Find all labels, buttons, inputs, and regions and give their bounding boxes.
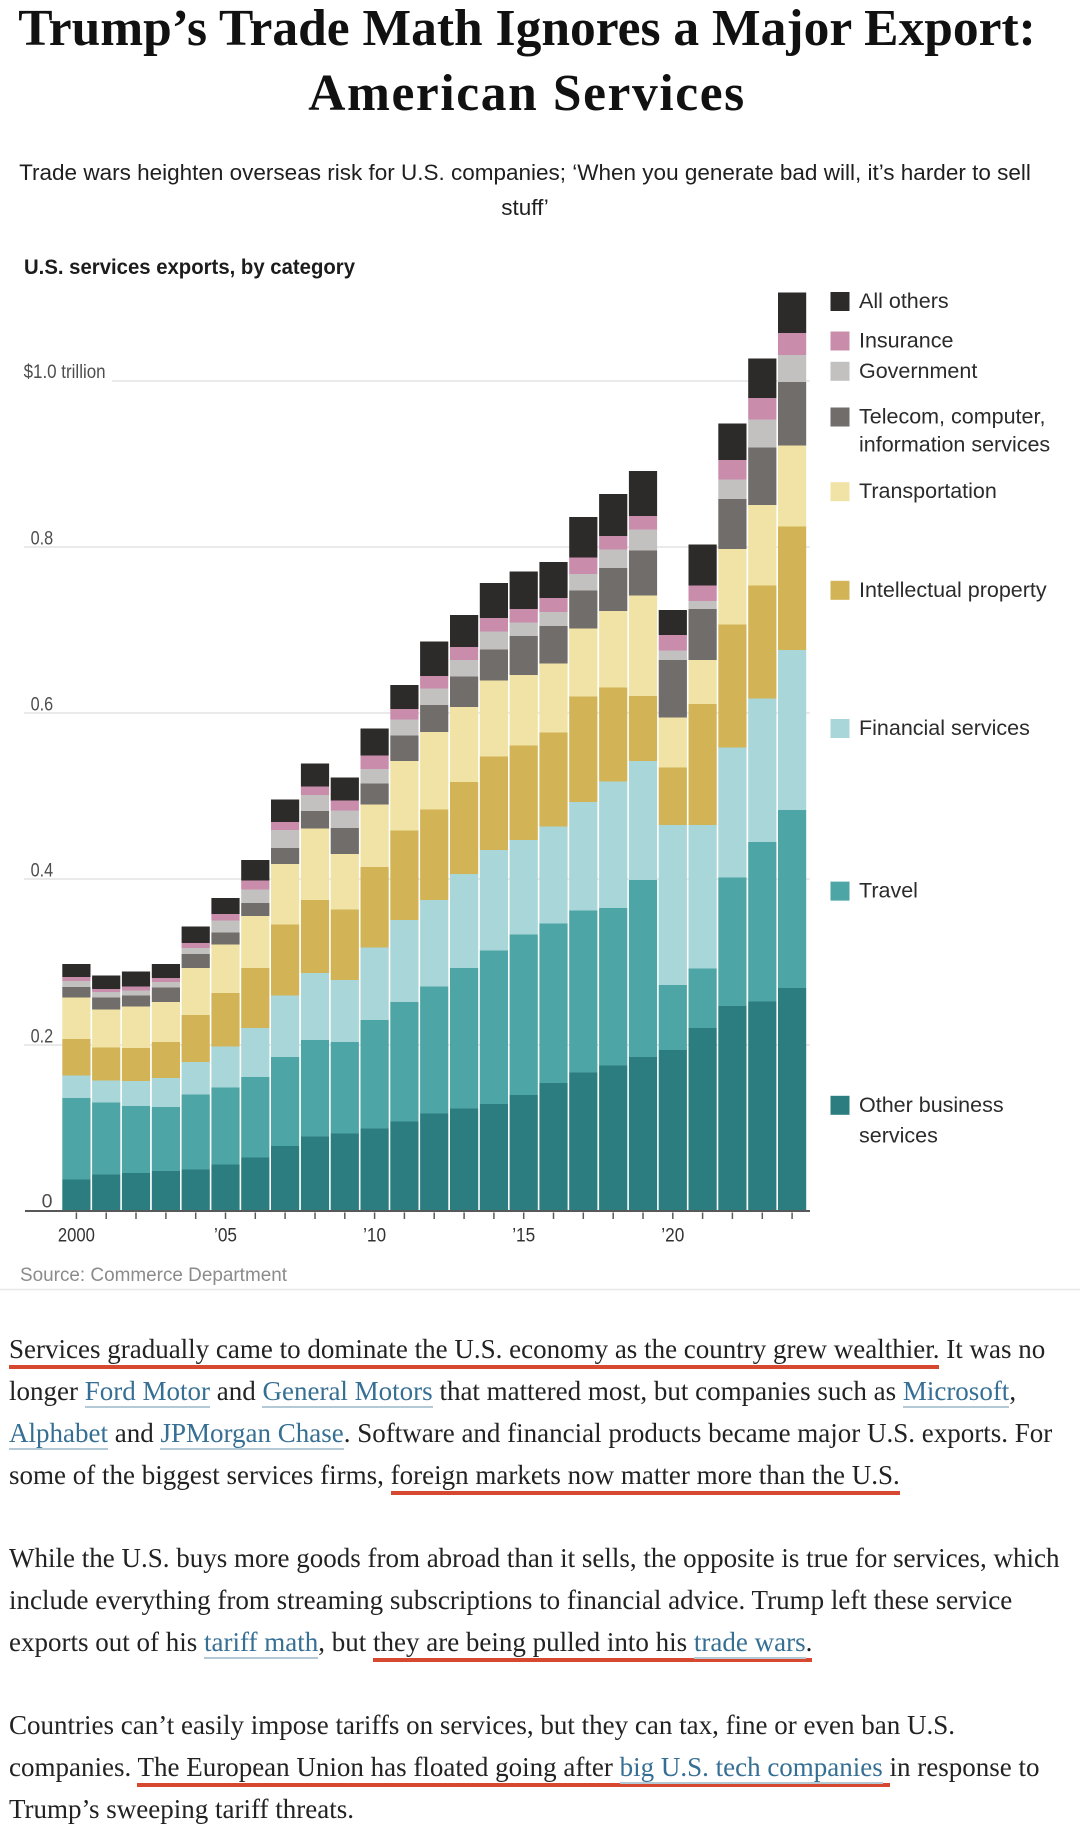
svg-text:All others: All others	[859, 289, 949, 313]
svg-text:$1.0 trillion: $1.0 trillion	[24, 361, 106, 383]
svg-text:Source: Commerce Department: Source: Commerce Department	[20, 1264, 288, 1286]
svg-text:0: 0	[42, 1191, 53, 1213]
svg-text:0.4: 0.4	[31, 860, 54, 882]
svg-text:Intellectual property: Intellectual property	[859, 578, 1047, 602]
svg-text:’20: ’20	[661, 1225, 684, 1247]
svg-text:’05: ’05	[214, 1225, 237, 1247]
svg-text:0.8: 0.8	[31, 528, 53, 550]
svg-text:’15: ’15	[512, 1225, 535, 1247]
svg-text:0.2: 0.2	[31, 1026, 53, 1048]
svg-text:Financial services: Financial services	[859, 716, 1030, 740]
svg-text:services: services	[859, 1123, 938, 1147]
svg-text:0.6: 0.6	[31, 694, 53, 716]
svg-text:2000: 2000	[58, 1225, 95, 1247]
svg-text:U.S. services exports, by cate: U.S. services exports, by category	[24, 256, 355, 279]
svg-text:Government: Government	[859, 359, 977, 383]
svg-text:Insurance: Insurance	[859, 329, 953, 353]
svg-text:Travel: Travel	[859, 879, 918, 903]
svg-text:Transportation: Transportation	[859, 479, 997, 503]
svg-text:’10: ’10	[363, 1225, 386, 1247]
svg-text:Telecom, computer,: Telecom, computer,	[859, 405, 1045, 429]
svg-text:information services: information services	[859, 433, 1050, 457]
svg-text:Other business: Other business	[859, 1093, 1004, 1117]
